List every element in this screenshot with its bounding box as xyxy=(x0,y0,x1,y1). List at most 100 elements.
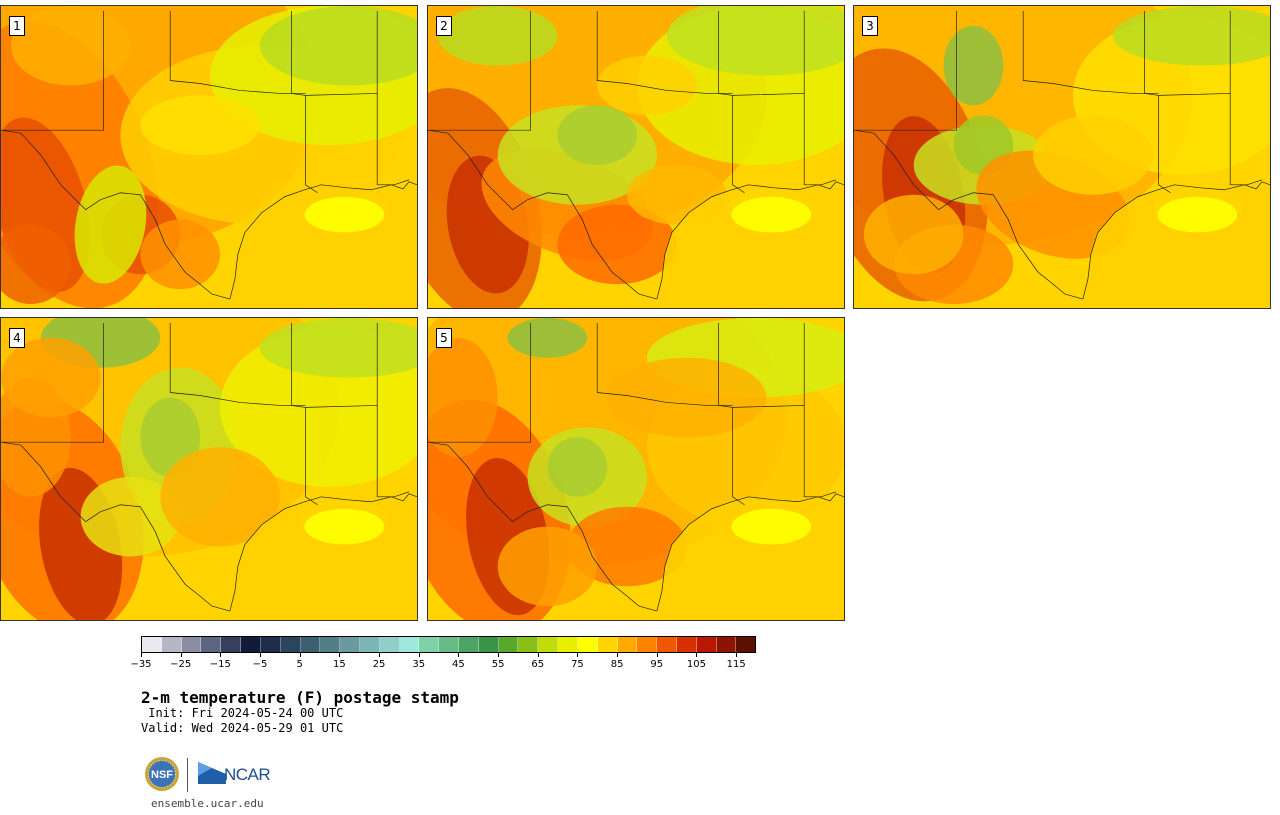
colorbar-cell xyxy=(637,637,658,652)
colorbar-tick xyxy=(617,653,619,657)
temperature-region xyxy=(557,204,677,285)
boundary-line xyxy=(656,493,844,612)
colorbar-cell xyxy=(359,637,380,652)
temperature-region xyxy=(1,224,71,305)
temperature-region xyxy=(547,437,608,497)
temperature-region xyxy=(140,219,220,290)
boundary-line xyxy=(854,10,957,131)
colorbar-cell xyxy=(181,637,202,652)
boundary-line xyxy=(854,129,1083,300)
init-time: Init: Fri 2024-05-24 00 UTC xyxy=(141,706,344,720)
colorbar-cell xyxy=(320,637,341,652)
boundary-line xyxy=(1082,181,1270,300)
colorbar-cell xyxy=(221,637,242,652)
colorbar-tick xyxy=(220,653,222,657)
boundary-line xyxy=(428,10,531,131)
colorbar-cell xyxy=(439,637,459,652)
temperature-region xyxy=(666,6,844,76)
colorbar-tick xyxy=(260,653,262,657)
temperature-region xyxy=(597,55,697,116)
temperature-region xyxy=(863,194,964,275)
colorbar-cell xyxy=(538,637,559,652)
temperature-region xyxy=(160,447,280,547)
temperature-region xyxy=(259,6,417,86)
boundary-line xyxy=(428,129,657,300)
colorbar-cell xyxy=(340,637,360,652)
colorbar-tick-label: 45 xyxy=(452,659,465,670)
boundary-line xyxy=(732,93,837,186)
temperature-region xyxy=(1033,115,1153,195)
boundary-line xyxy=(1,129,230,300)
site-url: ensemble.ucar.edu xyxy=(151,797,264,810)
colorbar-tick-label: 105 xyxy=(686,659,707,670)
colorbar-tick xyxy=(656,653,658,657)
boundary-line xyxy=(229,181,417,300)
temperature-map xyxy=(854,6,1270,308)
colorbar-cell xyxy=(696,637,717,652)
temperature-region xyxy=(74,165,147,284)
temperature-region xyxy=(557,105,637,165)
boundary-line xyxy=(428,322,531,443)
boundary-line xyxy=(1,441,230,612)
colorbar-cell xyxy=(399,637,420,652)
colorbar-cell xyxy=(161,637,182,652)
temperature-region xyxy=(428,337,498,458)
colorbar-cell xyxy=(736,637,756,652)
boundary-line xyxy=(169,322,306,406)
boundary-line xyxy=(305,405,410,498)
panel-number: 1 xyxy=(9,16,25,36)
colorbar-tick-label: 25 xyxy=(372,659,386,670)
boundary-line xyxy=(169,10,306,94)
forecast-panel-4: 4 xyxy=(0,317,418,621)
colorbar-cell xyxy=(617,637,638,652)
colorbar-cell xyxy=(260,637,281,652)
colorbar-tick xyxy=(339,653,341,657)
colorbar-cell xyxy=(300,637,321,652)
temperature-map xyxy=(428,318,844,620)
colorbar-tick-label: 35 xyxy=(412,659,426,670)
colorbar-tick-label: 15 xyxy=(333,659,346,670)
panel-number: 5 xyxy=(436,328,452,348)
logo-area: NSF NCAR xyxy=(144,756,284,796)
ncar-mark-icon xyxy=(198,762,226,784)
boundary-line xyxy=(596,322,733,406)
colorbar-cell xyxy=(518,637,539,652)
temperature-region xyxy=(140,95,260,156)
boundary-line xyxy=(229,493,417,612)
colorbar-tick xyxy=(379,653,381,657)
temperature-region xyxy=(1,337,101,418)
colorbar-tick xyxy=(458,653,460,657)
colorbar-cell xyxy=(577,637,598,652)
logo-divider xyxy=(187,758,188,792)
nsf-logo-text: NSF xyxy=(151,769,173,781)
boundary-line xyxy=(596,10,733,94)
colorbar-cell xyxy=(459,637,479,652)
colorbar-tick xyxy=(141,653,142,657)
colorbar-cell xyxy=(478,637,499,652)
temperature-region xyxy=(437,6,558,66)
colorbar-cell xyxy=(142,637,162,652)
colorbar-cell xyxy=(419,637,440,652)
ncar-logo-text: NCAR xyxy=(224,765,271,784)
temperature-region xyxy=(1112,6,1270,66)
colorbar-cell xyxy=(558,637,578,652)
panel-number: 2 xyxy=(436,16,452,36)
colorbar-tick xyxy=(736,653,738,657)
temperature-region xyxy=(507,318,588,358)
forecast-panel-1: 1 xyxy=(0,5,418,309)
colorbar-tick-label: 95 xyxy=(650,659,664,670)
boundary-line xyxy=(732,405,837,498)
colorbar-cell xyxy=(676,637,697,652)
temperature-map xyxy=(1,318,417,620)
valid-time: Valid: Wed 2024-05-29 01 UTC xyxy=(141,721,344,735)
boundary-line xyxy=(1,10,104,131)
colorbar-cell xyxy=(498,637,519,652)
colorbar-tick-label: 75 xyxy=(571,659,584,670)
colorbar-tick-label: 5 xyxy=(296,659,303,670)
colorbar-cell xyxy=(716,637,737,652)
temperature-region xyxy=(259,318,417,378)
colorbar-tick-label: 55 xyxy=(491,659,505,670)
panel-number: 3 xyxy=(862,16,878,36)
colorbar-tick xyxy=(498,653,500,657)
colorbar-cell xyxy=(379,637,400,652)
